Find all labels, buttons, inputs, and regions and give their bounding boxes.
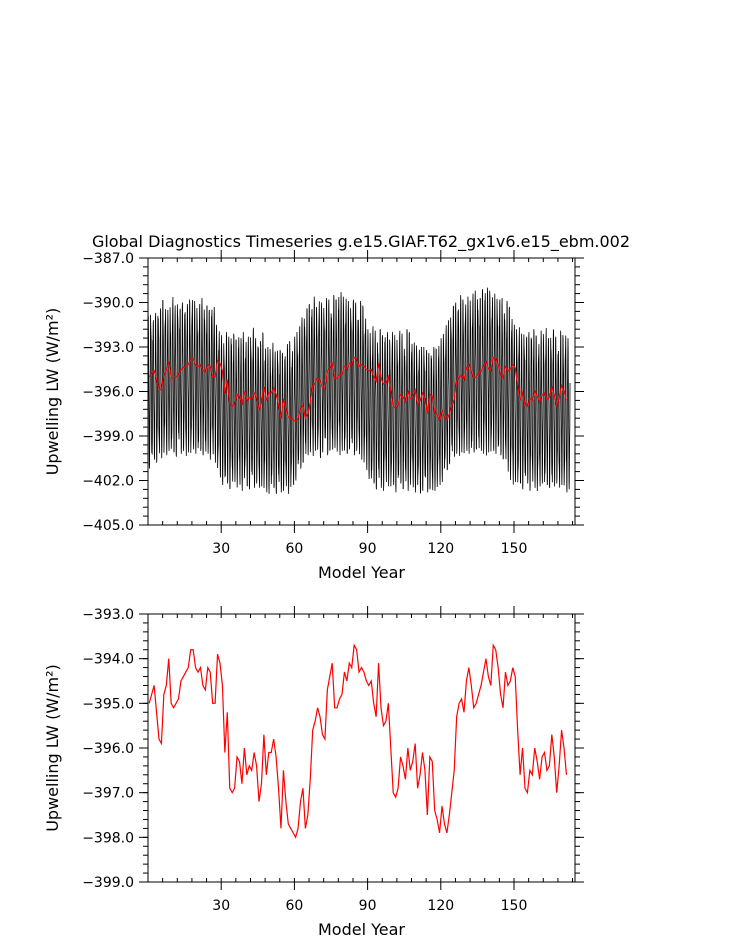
x-tick-label: 150 bbox=[501, 898, 528, 914]
x-tick-label: 60 bbox=[285, 541, 303, 557]
y-tick-label: −396.0 bbox=[82, 385, 134, 401]
x-tick-label: 150 bbox=[501, 541, 528, 557]
plot-frame bbox=[147, 613, 576, 883]
x-tick-label: 90 bbox=[359, 541, 377, 557]
y-tick-label: −398.0 bbox=[82, 830, 134, 846]
y-tick-label: −393.0 bbox=[82, 340, 134, 356]
series-annual-line bbox=[148, 643, 568, 839]
x-tick-label: 120 bbox=[427, 898, 454, 914]
panel-bottom: 30 60 90 120 150 −399.0 −398.0 −397.0 −396.0 −395… bbox=[43, 606, 584, 939]
panel-top: 30 60 90 120 150 −405.0 −402.0 −399.0 −396.0 −393… bbox=[43, 250, 584, 582]
x-tick-label: 120 bbox=[427, 541, 454, 557]
y-tick-label: −394.0 bbox=[82, 652, 134, 668]
y-tick-label: −405.0 bbox=[82, 518, 134, 534]
y-axis-label: Upwelling LW (W/m²) bbox=[43, 308, 62, 476]
x-tick-label: 30 bbox=[212, 898, 230, 914]
series-monthly-line bbox=[147, 287, 571, 494]
y-tick-label: −396.0 bbox=[82, 741, 134, 757]
y-axis-label: Upwelling LW (W/m²) bbox=[43, 664, 62, 832]
x-tick-label: 90 bbox=[359, 898, 377, 914]
x-tick-label: 30 bbox=[212, 541, 230, 557]
y-tick-label: −399.0 bbox=[82, 875, 134, 891]
figure-title: Global Diagnostics Timeseries g.e15.GIAF… bbox=[92, 232, 630, 252]
series-annual-line bbox=[148, 356, 568, 422]
y-tick-label: −399.0 bbox=[82, 429, 134, 445]
y-tick-label: −397.0 bbox=[82, 786, 134, 802]
x-axis-label: Model Year bbox=[318, 920, 405, 939]
y-tick-label: −387.0 bbox=[82, 251, 134, 267]
y-tick-label: −393.0 bbox=[82, 607, 134, 623]
y-tick-label: −390.0 bbox=[82, 296, 134, 312]
x-tick-label: 60 bbox=[285, 898, 303, 914]
x-axis-label: Model Year bbox=[318, 563, 405, 582]
y-tick-label: −402.0 bbox=[82, 474, 134, 490]
y-tick-label: −395.0 bbox=[82, 696, 134, 712]
